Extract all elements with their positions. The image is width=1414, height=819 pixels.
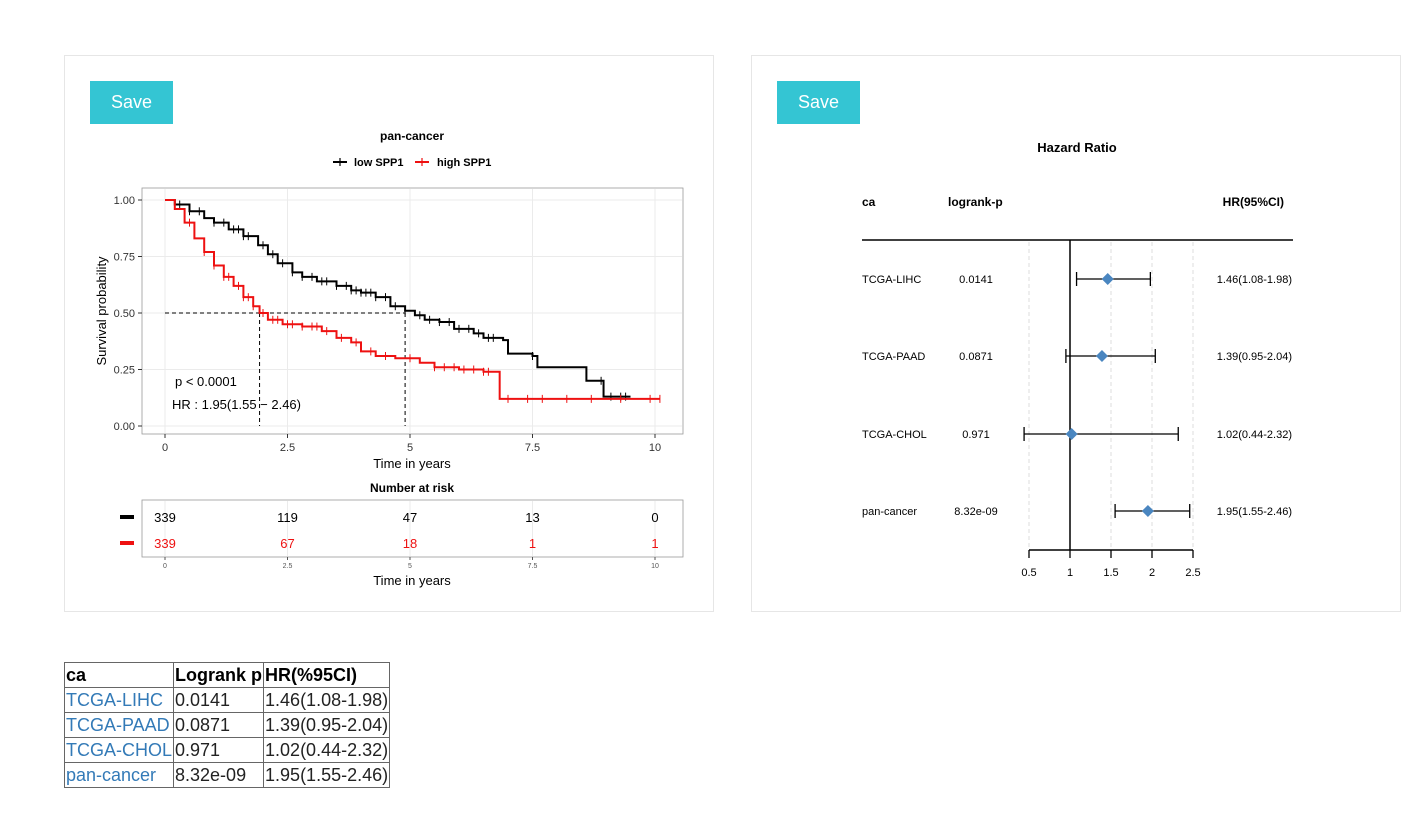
forest-xtick-label: 2.5 (1185, 567, 1200, 579)
table-row: TCGA-PAAD 0.0871 1.39(0.95-2.04) (63, 712, 391, 738)
cell-ca[interactable]: pan-cancer (63, 762, 175, 788)
risk-table-area (141, 499, 684, 558)
km-ytick-label: 0.25 (114, 365, 135, 377)
forest-row-p: 8.32e-09 (954, 506, 997, 518)
risk-xtick-label: 0 (163, 563, 167, 570)
forest-row-ca: TCGA-PAAD (862, 351, 925, 363)
km-median-lines (165, 312, 406, 426)
forest-xtick-label: 1.5 (1103, 567, 1118, 579)
risk-value: 1 (529, 536, 536, 551)
risk-value: 67 (280, 536, 294, 551)
cell-logrank-p: 8.32e-09 (173, 762, 265, 788)
km-xlabel: Time in years (373, 456, 451, 471)
forest-row-ca: TCGA-CHOL (862, 429, 927, 441)
forest-title: Hazard Ratio (1037, 140, 1117, 155)
legend-label-low: low SPP1 (354, 157, 404, 169)
risk-value: 1 (651, 536, 658, 551)
forest-hr-marker (1095, 350, 1108, 362)
km-xtick-label: 7.5 (525, 442, 540, 454)
km-xtick-label: 10 (649, 442, 661, 454)
cell-logrank-p: 0.0871 (173, 712, 265, 738)
km-hr: HR : 1.95(1.55 − 2.46) (172, 397, 301, 412)
km-curves (165, 199, 661, 403)
km-xtick-label: 0 (162, 442, 168, 454)
forest-xtick-label: 1 (1067, 567, 1073, 579)
km-grid (143, 189, 682, 433)
cell-logrank-p: 0.0141 (173, 687, 265, 713)
forest-header-p: logrank-p (948, 195, 1003, 209)
cell-hr: 1.46(1.08-1.98) (263, 687, 391, 713)
forest-xtick-label: 0.5 (1021, 567, 1036, 579)
forest-row-hr: 1.95(1.55-2.46) (1217, 506, 1292, 518)
forest-hr-marker (1141, 505, 1154, 517)
km-pvalue: p < 0.0001 (175, 374, 237, 389)
risk-xtick-label: 2.5 (283, 563, 293, 570)
header-logrank-p: Logrank p (173, 662, 265, 688)
forest-row-ca: pan-cancer (862, 506, 917, 518)
table-header-row: ca Logrank p HR(%95CI) (63, 662, 391, 688)
cell-hr: 1.39(0.95-2.04) (263, 712, 391, 738)
km-legend: low SPP1 high SPP1 (333, 157, 491, 169)
forest-row-p: 0.971 (962, 429, 990, 441)
km-chart: pan-cancer low SPP1 high SPP1 0 2.5 5 7.5 10… (94, 129, 684, 588)
risk-value: 0 (651, 510, 658, 525)
km-ylabel: Survival probability (94, 256, 109, 366)
forest-hr-marker (1065, 428, 1078, 440)
forest-plot-panel: Save Hazard Ratio ca logrank-p HR(95%CI)… (751, 55, 1401, 612)
forest-header-hr: HR(95%CI) (1223, 195, 1284, 209)
cell-logrank-p: 0.971 (173, 737, 265, 763)
header-ca: ca (63, 662, 175, 688)
risk-xtick-label: 5 (408, 563, 412, 570)
forest-xtick-label: 2 (1149, 567, 1155, 579)
km-ytick-label: 0.50 (114, 308, 135, 320)
risk-value: 13 (525, 510, 539, 525)
save-button[interactable]: Save (90, 81, 173, 124)
km-xtick-label: 2.5 (280, 442, 295, 454)
forest-row-ca: TCGA-LIHC (862, 274, 921, 286)
cell-ca[interactable]: TCGA-LIHC (63, 687, 175, 713)
risk-value: 18 (403, 536, 417, 551)
save-button[interactable]: Save (777, 81, 860, 124)
risk-xtick-label: 10 (651, 563, 659, 570)
risk-title: Number at risk (370, 481, 454, 495)
risk-value: 119 (277, 510, 298, 525)
forest-rows: TCGA-LIHC 0.0141 1.46(1.08-1.98) TCGA-PAAD 0… (862, 272, 1292, 518)
km-ytick-label: 1.00 (114, 195, 135, 207)
table-row: pan-cancer 8.32e-09 1.95(1.55-2.46) (63, 762, 391, 788)
risk-xtick-label: 7.5 (528, 563, 538, 570)
result-table: ca Logrank p HR(%95CI) TCGA-LIHC 0.0141 … (63, 662, 391, 788)
risk-value: 47 (403, 510, 417, 525)
risk-xlabel: Time in years (373, 573, 451, 588)
cell-ca[interactable]: TCGA-PAAD (63, 712, 175, 738)
risk-axis: 0 2.5 5 7.5 10 (163, 557, 659, 570)
forest-hr-marker (1101, 273, 1114, 285)
km-axes: 0 2.5 5 7.5 10 0.00 0.25 0.50 0.75 1.00 (114, 195, 662, 454)
forest-row-p: 0.0871 (959, 351, 993, 363)
table-row: TCGA-CHOL 0.971 1.02(0.44-2.32) (63, 737, 391, 763)
risk-values: 339 119 47 13 0 339 67 18 1 1 (120, 510, 659, 551)
km-ytick-label: 0.75 (114, 252, 135, 264)
forest-header-ca: ca (862, 195, 876, 209)
cell-hr: 1.95(1.55-2.46) (263, 762, 391, 788)
risk-grid (164, 501, 656, 556)
legend-label-high: high SPP1 (437, 157, 491, 169)
km-xtick-label: 5 (407, 442, 413, 454)
forest-grid (1028, 240, 1194, 550)
forest-axis: 0.5 1 1.5 2 2.5 (1021, 549, 1201, 579)
km-title: pan-cancer (380, 129, 444, 143)
risk-value: 339 (154, 510, 176, 525)
table-row: TCGA-LIHC 0.0141 1.46(1.08-1.98) (63, 687, 391, 713)
km-plot-panel: Save pan-cancer low SPP1 high SPP1 0 2.5 5… (64, 55, 714, 612)
header-hr: HR(%95CI) (263, 662, 391, 688)
forest-chart: Hazard Ratio ca logrank-p HR(95%CI) TCGA… (862, 140, 1293, 579)
cell-hr: 1.02(0.44-2.32) (263, 737, 391, 763)
forest-row-hr: 1.02(0.44-2.32) (1217, 429, 1292, 441)
km-ytick-label: 0.00 (114, 421, 135, 433)
forest-row-hr: 1.39(0.95-2.04) (1217, 351, 1292, 363)
cell-ca[interactable]: TCGA-CHOL (63, 737, 175, 763)
risk-value: 339 (154, 536, 176, 551)
forest-row-p: 0.0141 (959, 274, 993, 286)
forest-row-hr: 1.46(1.08-1.98) (1217, 274, 1292, 286)
